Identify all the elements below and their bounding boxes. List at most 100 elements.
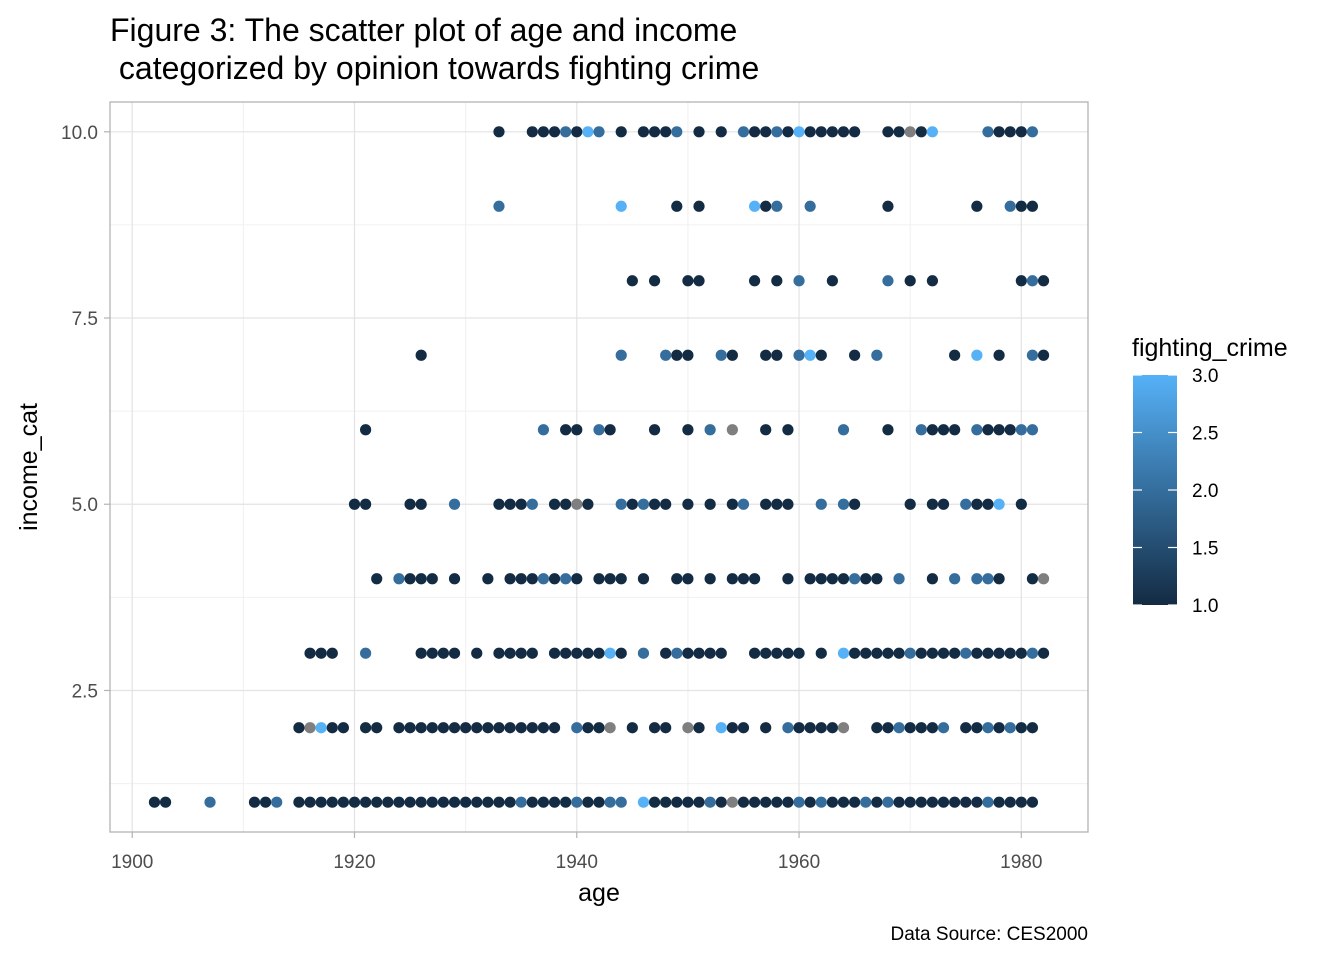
data-point: [804, 126, 816, 138]
data-point: [693, 722, 705, 734]
data-point: [537, 126, 550, 138]
data-point: [982, 722, 994, 734]
data-point: [826, 275, 838, 287]
data-point: [915, 796, 927, 808]
data-point: [893, 722, 905, 734]
data-point: [960, 647, 972, 659]
data-point: [615, 349, 627, 361]
data-point: [482, 722, 494, 734]
data-point: [515, 796, 527, 808]
data-point: [504, 647, 516, 659]
data-point: [782, 126, 794, 138]
data-point: [771, 275, 783, 287]
data-point: [1026, 424, 1039, 436]
data-point: [726, 424, 738, 436]
data-point: [604, 573, 616, 585]
data-point: [360, 498, 372, 510]
data-point: [593, 424, 605, 436]
data-point: [704, 424, 716, 436]
data-point: [571, 722, 583, 734]
data-point: [371, 722, 383, 734]
data-point: [360, 647, 372, 659]
data-point: [782, 573, 794, 585]
data-point: [437, 722, 450, 734]
y-tick-label: 5.0: [72, 495, 98, 516]
data-point: [871, 722, 883, 734]
data-point: [626, 722, 638, 734]
data-point: [860, 573, 872, 585]
y-tick-label: 10.0: [61, 123, 98, 144]
data-point: [1026, 349, 1039, 361]
data-point: [426, 796, 438, 808]
data-point: [548, 498, 561, 510]
data-point: [837, 126, 850, 138]
data-point: [849, 126, 861, 138]
legend-label: 2.5: [1192, 424, 1218, 445]
data-point: [526, 126, 538, 138]
data-point: [1037, 349, 1050, 361]
x-tick-label: 1980: [1000, 852, 1042, 873]
data-point: [671, 126, 683, 138]
data-point: [1037, 275, 1050, 287]
data-point: [582, 722, 594, 734]
data-point: [415, 349, 427, 361]
data-point: [737, 573, 750, 585]
data-point: [926, 424, 939, 436]
data-point: [748, 796, 761, 808]
data-point: [949, 424, 961, 436]
data-point: [526, 498, 538, 510]
data-point: [660, 647, 672, 659]
data-point: [871, 349, 883, 361]
data-point: [148, 796, 161, 808]
legend-label: 1.5: [1192, 539, 1218, 560]
data-point: [760, 126, 772, 138]
data-point: [548, 796, 561, 808]
data-point: [960, 796, 972, 808]
data-point: [471, 647, 483, 659]
data-point: [637, 126, 650, 138]
data-point: [793, 647, 805, 659]
data-point: [949, 796, 961, 808]
data-point: [526, 796, 538, 808]
data-point: [737, 126, 750, 138]
data-point: [682, 424, 694, 436]
data-point: [726, 796, 738, 808]
data-point: [826, 722, 838, 734]
data-point: [993, 796, 1005, 808]
data-point: [793, 349, 805, 361]
data-point: [760, 498, 772, 510]
data-point: [804, 722, 816, 734]
legend-title: fighting_crime: [1132, 334, 1288, 362]
x-axis-title: age: [578, 879, 620, 907]
data-point: [337, 796, 349, 808]
data-point: [893, 647, 905, 659]
data-point: [571, 126, 583, 138]
data-point: [1015, 275, 1027, 287]
data-point: [1026, 200, 1039, 212]
data-point: [593, 573, 605, 585]
data-point: [1015, 647, 1027, 659]
plot-panel-border: [109, 101, 1089, 833]
data-point: [448, 796, 461, 808]
data-point: [704, 796, 716, 808]
data-point: [315, 796, 327, 808]
data-point: [971, 722, 983, 734]
data-point: [993, 647, 1005, 659]
data-point: [248, 796, 261, 808]
data-point: [826, 126, 838, 138]
data-point: [704, 573, 716, 585]
data-point: [593, 796, 605, 808]
data-point: [493, 126, 505, 138]
data-point: [748, 573, 761, 585]
data-point: [1015, 424, 1027, 436]
data-point: [682, 349, 694, 361]
data-point: [393, 573, 405, 585]
data-point: [471, 796, 483, 808]
data-point: [593, 722, 605, 734]
data-point: [671, 796, 683, 808]
data-point: [715, 796, 727, 808]
data-point: [715, 349, 727, 361]
data-point: [693, 796, 705, 808]
data-point: [493, 647, 505, 659]
